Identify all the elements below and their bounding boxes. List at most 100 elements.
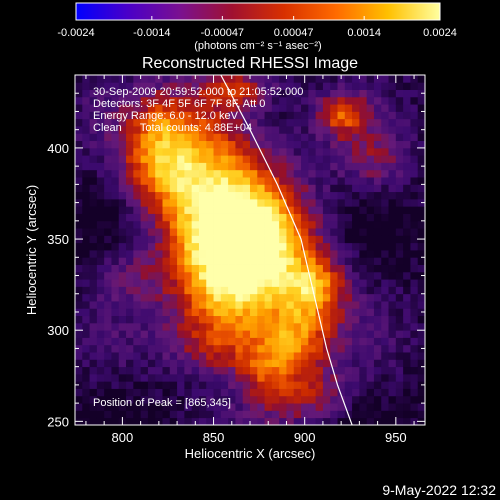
heatmap-cell — [322, 301, 331, 309]
heatmap-cell — [155, 403, 163, 411]
heatmap-cell — [322, 169, 331, 178]
heatmap-cell — [104, 89, 112, 98]
heatmap-cell — [257, 410, 265, 419]
heatmap-cell — [381, 235, 389, 244]
heatmap-cell — [308, 337, 317, 346]
heatmap-cell — [198, 257, 207, 265]
heatmap-cell — [315, 293, 324, 302]
heatmap-cell — [344, 82, 353, 90]
heatmap-cell — [104, 373, 112, 382]
heatmap-cell — [417, 352, 425, 360]
heatmap-cell — [366, 315, 375, 324]
heatmap-cell — [228, 118, 236, 127]
heatmap-cell — [228, 301, 236, 309]
heatmap-cell — [228, 410, 236, 419]
heatmap-cell — [126, 403, 134, 411]
heatmap-cell — [271, 366, 280, 375]
heatmap-cell — [403, 352, 411, 360]
heatmap-cell — [395, 293, 404, 302]
heatmap-cell — [133, 169, 142, 178]
heatmap-cell — [104, 264, 112, 273]
heatmap-cell — [75, 286, 83, 295]
heatmap-cell — [118, 198, 127, 207]
heatmap-cell — [191, 242, 200, 251]
heatmap-cell — [315, 75, 324, 83]
heatmap-cell — [89, 155, 98, 163]
heatmap-cell — [257, 373, 265, 382]
heatmap-cell — [352, 417, 360, 425]
heatmap-cell — [330, 184, 338, 193]
heatmap-cell — [147, 315, 156, 324]
heatmap-cell — [89, 388, 98, 397]
heatmap-cell — [89, 126, 98, 134]
heatmap-cell — [388, 388, 397, 397]
heatmap-cell — [322, 213, 331, 222]
heatmap-cell — [359, 417, 368, 425]
heatmap-cell — [308, 155, 317, 163]
heatmap-cell — [198, 155, 207, 163]
heatmap-cell — [344, 198, 353, 207]
heatmap-cell — [257, 344, 265, 353]
heatmap-cell — [213, 177, 222, 185]
heatmap-cell — [410, 126, 419, 134]
heatmap-cell — [330, 315, 338, 324]
heatmap-cell — [220, 395, 229, 404]
heatmap-cell — [301, 206, 309, 214]
heatmap-cell — [235, 322, 244, 331]
heatmap-cell — [286, 403, 295, 411]
heatmap-cell — [373, 96, 382, 105]
heatmap-cell — [250, 169, 258, 178]
heatmap-cell — [82, 315, 90, 324]
heatmap-cell — [293, 104, 302, 112]
heatmap-cell — [293, 96, 302, 105]
heatmap-cell — [191, 395, 200, 404]
heatmap-cell — [177, 264, 185, 273]
heatmap-cell — [337, 213, 346, 222]
heatmap-cell — [359, 104, 368, 112]
heatmap-cell — [235, 301, 244, 309]
heatmap-cell — [373, 126, 382, 134]
heatmap-cell — [322, 373, 331, 382]
heatmap-cell — [140, 395, 149, 404]
heatmap-cell — [75, 206, 83, 214]
heatmap-cell — [75, 133, 83, 142]
heatmap-cell — [352, 191, 360, 200]
heatmap-cell — [155, 395, 163, 404]
heatmap-cell — [213, 169, 222, 178]
heatmap-cell — [395, 366, 404, 375]
heatmap-cell — [264, 322, 273, 331]
heatmap-cell — [104, 198, 112, 207]
heatmap-cell — [162, 118, 171, 127]
heatmap-cell — [279, 257, 287, 265]
heatmap-cell — [381, 308, 389, 317]
heatmap-cell — [235, 75, 244, 83]
heatmap-cell — [206, 140, 214, 149]
heatmap-cell — [89, 184, 98, 193]
heatmap-cell — [264, 352, 273, 360]
heatmap-cell — [177, 381, 185, 389]
heatmap-cell — [337, 388, 346, 397]
heatmap-cell — [308, 279, 317, 287]
heatmap-cell — [301, 96, 309, 105]
heatmap-cell — [133, 257, 142, 265]
heatmap-cell — [352, 75, 360, 83]
heatmap-cell — [235, 395, 244, 404]
heatmap-cell — [330, 301, 338, 309]
heatmap-cell — [308, 366, 317, 375]
heatmap-cell — [169, 126, 178, 134]
heatmap-cell — [140, 104, 149, 112]
heatmap-cell — [133, 213, 142, 222]
heatmap-cell — [337, 403, 346, 411]
heatmap-cell — [118, 373, 127, 382]
heatmap-cell — [403, 220, 411, 229]
heatmap-cell — [373, 89, 382, 98]
heatmap-cell — [257, 359, 265, 368]
heatmap-cell — [184, 126, 193, 134]
heatmap-cell — [198, 286, 207, 295]
heatmap-cell — [257, 366, 265, 375]
heatmap-cell — [96, 111, 105, 120]
heatmap-cell — [177, 96, 185, 105]
heatmap-cell — [366, 279, 375, 287]
heatmap-cell — [330, 417, 338, 425]
heatmap-cell — [126, 250, 134, 258]
